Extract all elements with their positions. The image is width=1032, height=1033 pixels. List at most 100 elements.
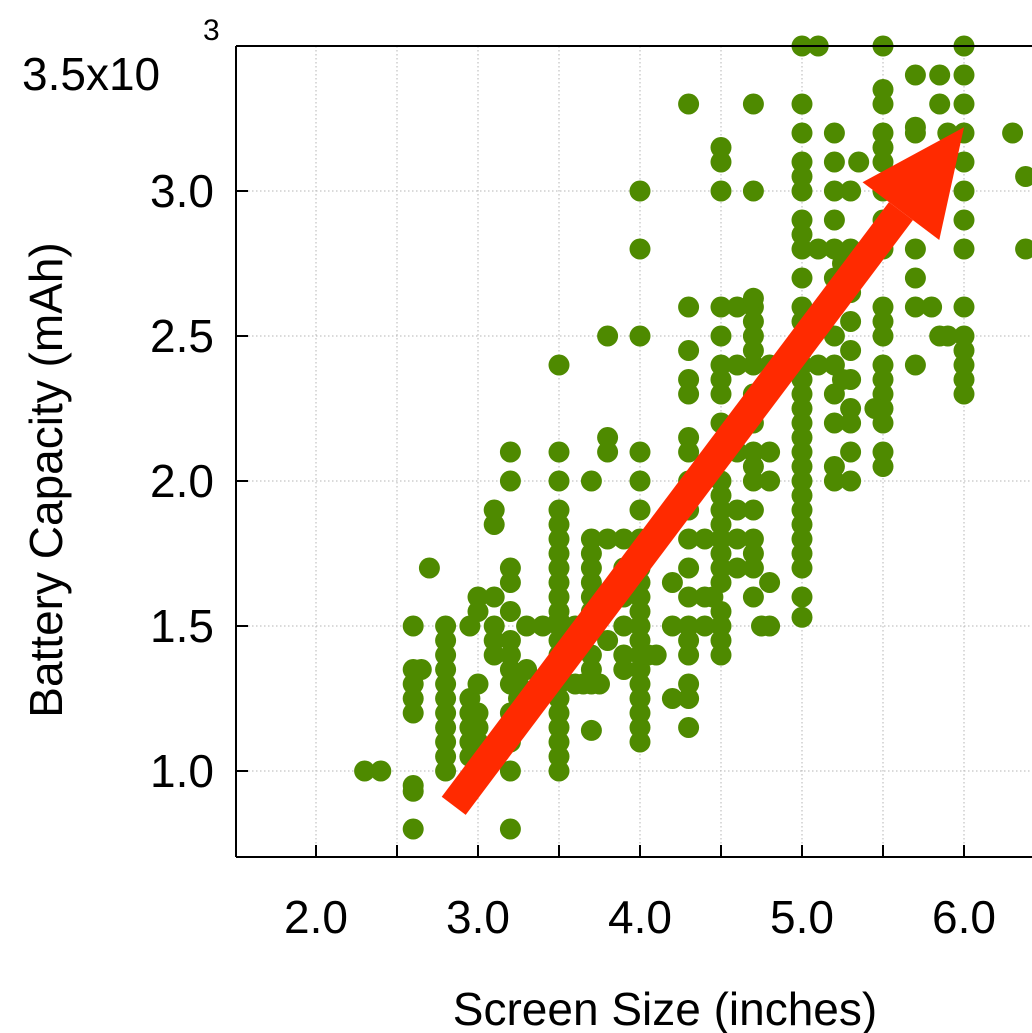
data-point-271	[848, 151, 870, 173]
data-point-9	[402, 615, 424, 637]
data-point-58	[516, 659, 538, 680]
data-point-319	[953, 64, 975, 86]
data-point-243	[807, 354, 829, 376]
data-point-33	[467, 702, 489, 724]
data-point-74	[548, 586, 570, 608]
data-point-238	[791, 166, 813, 187]
data-point-200	[742, 325, 764, 347]
data-point-181	[726, 557, 748, 579]
data-point-87	[580, 719, 602, 741]
data-point-217	[791, 514, 813, 535]
data-point-51	[499, 601, 521, 622]
data-point-257	[823, 470, 845, 492]
data-point-80	[548, 499, 570, 521]
data-point-180	[710, 137, 732, 158]
data-point-4	[402, 818, 424, 840]
y-tick-label-0: 1.0	[150, 745, 214, 797]
data-point-106	[613, 659, 635, 680]
data-point-154	[678, 93, 700, 115]
data-point-113	[629, 717, 651, 738]
data-point-173	[710, 383, 732, 405]
data-point-240	[791, 122, 813, 144]
data-point-219	[791, 485, 813, 506]
data-point-15	[435, 717, 457, 738]
trend-arrow-head	[862, 127, 964, 240]
data-point-165	[710, 543, 732, 564]
data-point-36	[467, 586, 489, 608]
data-point-98	[580, 470, 602, 492]
y-tick-label-4: 3.0	[150, 165, 214, 217]
data-point-17	[435, 688, 457, 709]
data-point-96	[580, 543, 602, 564]
data-point-237	[791, 180, 813, 202]
data-point-182	[726, 528, 748, 550]
data-point-201	[742, 311, 764, 332]
data-point-169	[710, 485, 732, 506]
x-tick-label-0: 2.0	[284, 891, 348, 943]
data-point-53	[499, 557, 521, 579]
data-point-318	[953, 93, 975, 115]
data-point-153	[678, 296, 700, 318]
data-point-263	[840, 412, 862, 434]
data-point-234	[791, 238, 813, 260]
data-point-264	[840, 398, 862, 419]
data-point-126	[629, 499, 651, 521]
data-point-289	[872, 79, 894, 100]
data-point-105	[597, 325, 619, 347]
data-point-137	[678, 717, 700, 738]
data-point-42	[483, 499, 505, 521]
data-point-218	[791, 499, 813, 521]
data-point-255	[823, 151, 845, 173]
data-point-18	[435, 673, 457, 695]
data-point-6	[402, 688, 424, 709]
data-point-143	[678, 586, 700, 608]
data-point-38	[483, 630, 505, 651]
data-point-112	[629, 731, 651, 753]
data-point-107	[613, 644, 635, 666]
data-point-304	[929, 64, 951, 86]
data-point-138	[678, 688, 700, 709]
tick-labels: 2.0 3.0 4.0 5.0 6.0 1.0 1.5 2.0 2.5 3.0	[150, 165, 996, 943]
data-point-21	[435, 630, 457, 651]
data-point-160	[710, 630, 732, 651]
data-point-220	[791, 470, 813, 492]
data-point-278	[872, 354, 894, 376]
data-point-221	[791, 456, 813, 477]
data-point-19	[435, 659, 457, 680]
trend-arrow	[441, 127, 964, 815]
data-point-241	[791, 93, 813, 115]
data-point-55	[499, 441, 521, 463]
data-point-141	[678, 630, 700, 651]
data-point-81	[548, 470, 570, 492]
data-point-216	[791, 528, 813, 550]
data-point-149	[678, 427, 700, 448]
data-point-157	[694, 528, 716, 550]
trend-arrow-shaft	[441, 202, 913, 815]
data-point-199	[742, 340, 764, 361]
data-point-195	[742, 441, 764, 463]
data-point-266	[840, 340, 862, 361]
data-point-39	[483, 615, 505, 637]
data-point-148	[678, 441, 700, 463]
data-point-226	[791, 383, 813, 405]
data-point-65	[548, 717, 570, 738]
data-point-295	[904, 267, 926, 289]
data-point-191	[742, 528, 764, 550]
data-point-322	[1015, 166, 1032, 187]
data-point-79	[548, 514, 570, 535]
data-point-261	[840, 470, 862, 492]
data-point-41	[483, 514, 505, 535]
data-point-10	[410, 659, 432, 680]
data-point-120	[629, 615, 651, 637]
data-point-162	[710, 601, 732, 622]
y-scale-base: 3.5x10	[22, 48, 160, 100]
data-point-279	[872, 325, 894, 347]
x-tick-label-2: 4.0	[608, 891, 672, 943]
data-point-189	[742, 557, 764, 579]
data-point-12	[435, 760, 457, 782]
data-point-1	[370, 760, 392, 782]
data-point-66	[548, 702, 570, 724]
data-point-281	[872, 296, 894, 318]
data-point-188	[742, 586, 764, 608]
data-point-256	[823, 122, 845, 144]
